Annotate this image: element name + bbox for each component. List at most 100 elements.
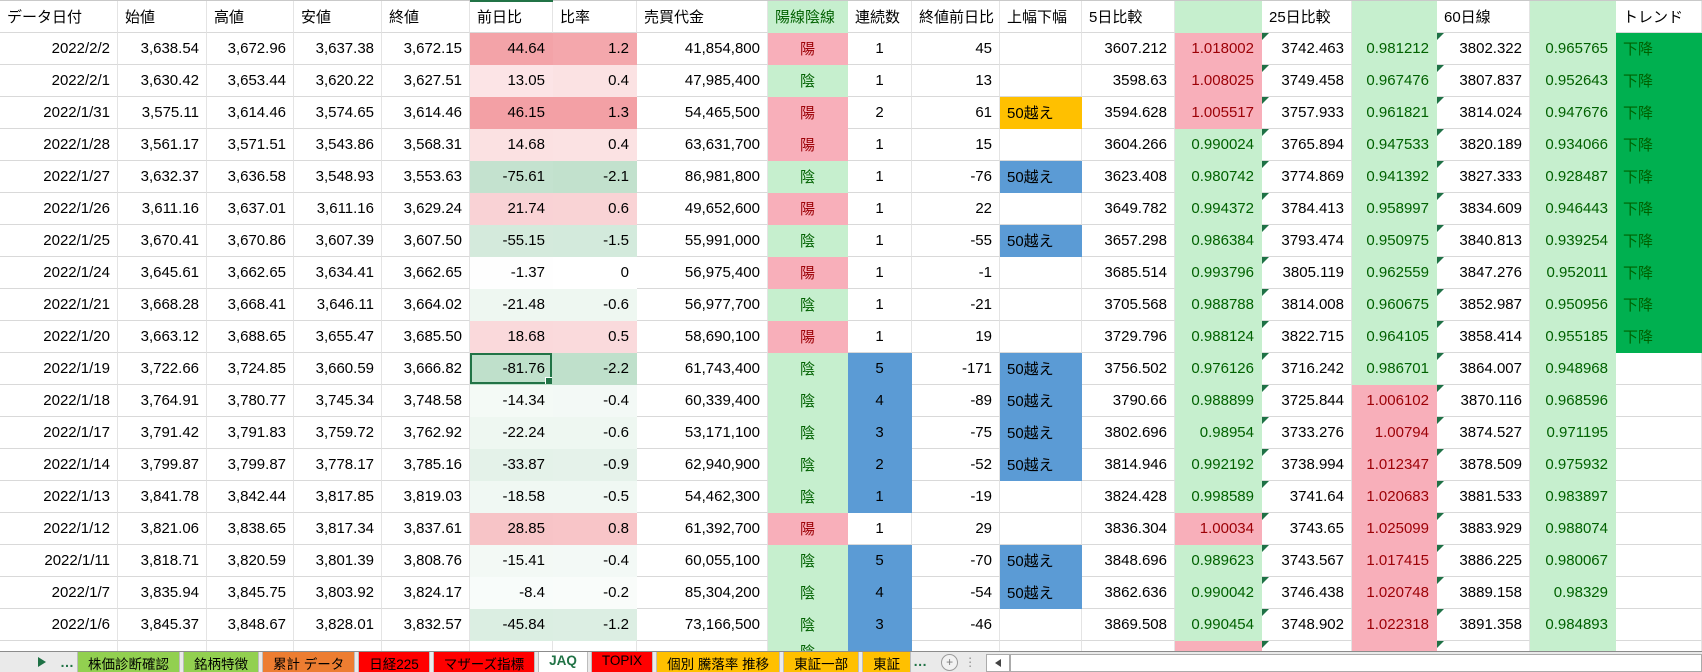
column-header-low[interactable]: 安値	[294, 1, 382, 33]
cell-volume[interactable]: 56,975,400	[637, 257, 768, 289]
cell-close[interactable]: 3,672.15	[382, 33, 470, 65]
sheet-tab-株価診断確認[interactable]: 株価診断確認	[77, 652, 180, 672]
cell-60day-ratio[interactable]: 0.939254	[1530, 225, 1616, 257]
cell-5day-ratio[interactable]: 0.98954	[1175, 417, 1262, 449]
cell-volume[interactable]: 41,854,800	[637, 33, 768, 65]
cell-high[interactable]: 3,668.41	[207, 289, 294, 321]
cell-60day-ratio[interactable]: 0.948968	[1530, 353, 1616, 385]
sheet-tab-銘柄特徴[interactable]: 銘柄特徴	[183, 652, 259, 672]
cell-5day[interactable]: 3790.66	[1082, 385, 1175, 417]
cell-25day-ratio[interactable]: 1.020683	[1352, 481, 1437, 513]
cell-volume[interactable]: 54,462,300	[637, 481, 768, 513]
cell-date[interactable]: 2022/2/2	[0, 33, 118, 65]
cell-high[interactable]: 3,672.96	[207, 33, 294, 65]
cell-60day-ratio[interactable]: 0.975932	[1530, 449, 1616, 481]
cell-high[interactable]: 3,614.46	[207, 97, 294, 129]
cell-trend[interactable]: 下降	[1616, 257, 1702, 289]
cell-60day-ratio[interactable]: 0.952011	[1530, 257, 1616, 289]
cell-high[interactable]: 3,571.51	[207, 129, 294, 161]
cell-volume[interactable]: 61,392,700	[637, 513, 768, 545]
column-header-ratio[interactable]: 比率	[553, 1, 637, 33]
cell-candle[interactable]: 陽	[768, 97, 848, 129]
cell-25day-ratio[interactable]: 1.006102	[1352, 385, 1437, 417]
cell-open[interactable]: 3,841.78	[118, 481, 207, 513]
cell-close[interactable]: 3,819.03	[382, 481, 470, 513]
cell-diff[interactable]: -22.24	[470, 417, 553, 449]
sheet-tab-個別 騰落率 推移[interactable]: 個別 騰落率 推移	[656, 652, 781, 672]
cell-high[interactable]: 3,842.44	[207, 481, 294, 513]
cell-close[interactable]: 3,685.50	[382, 321, 470, 353]
cell-partial[interactable]	[118, 641, 207, 652]
cell-25day-ratio[interactable]: 1.020748	[1352, 577, 1437, 609]
cell-partial[interactable]	[1175, 641, 1262, 652]
add-sheet-icon[interactable]: +	[941, 654, 959, 671]
cell-low[interactable]: 3,574.65	[294, 97, 382, 129]
cell-diff[interactable]: -1.37	[470, 257, 553, 289]
cell-ratio[interactable]: 0.5	[553, 321, 637, 353]
cell-high[interactable]: 3,791.83	[207, 417, 294, 449]
cell-volume[interactable]: 86,981,800	[637, 161, 768, 193]
cell-partial[interactable]	[382, 641, 470, 652]
cell-low[interactable]: 3,745.34	[294, 385, 382, 417]
cell-high[interactable]: 3,724.85	[207, 353, 294, 385]
cell-low[interactable]: 3,611.16	[294, 193, 382, 225]
cell-open[interactable]: 3,764.91	[118, 385, 207, 417]
cell-range[interactable]	[1000, 609, 1082, 641]
cell-5day[interactable]: 3869.508	[1082, 609, 1175, 641]
cell-60day-ratio[interactable]: 0.947676	[1530, 97, 1616, 129]
cell-volume[interactable]: 60,339,400	[637, 385, 768, 417]
cell-5day-ratio[interactable]: 0.989623	[1175, 545, 1262, 577]
cell-partial[interactable]	[1530, 641, 1616, 652]
cell-streak[interactable]: 2	[848, 449, 912, 481]
cell-5day[interactable]: 3729.796	[1082, 321, 1175, 353]
cell-25day[interactable]: 3784.413	[1262, 193, 1352, 225]
cell-close[interactable]: 3,748.58	[382, 385, 470, 417]
cell-5day-ratio[interactable]: 0.992192	[1175, 449, 1262, 481]
cell-range[interactable]: 50越え	[1000, 577, 1082, 609]
cell-close-diff[interactable]: -171	[912, 353, 1000, 385]
cell-60day[interactable]: 3891.358	[1437, 609, 1530, 641]
column-header-d5[interactable]: 5日比較	[1082, 1, 1175, 33]
cell-date[interactable]: 2022/1/27	[0, 161, 118, 193]
cell-25day[interactable]: 3746.438	[1262, 577, 1352, 609]
cell-25day-ratio[interactable]: 0.961821	[1352, 97, 1437, 129]
cell-date[interactable]: 2022/1/28	[0, 129, 118, 161]
cell-60day[interactable]: 3883.929	[1437, 513, 1530, 545]
cell-range[interactable]	[1000, 65, 1082, 97]
cell-5day-ratio[interactable]: 0.988788	[1175, 289, 1262, 321]
cell-low[interactable]: 3,828.01	[294, 609, 382, 641]
cell-streak[interactable]: 1	[848, 161, 912, 193]
cell-25day[interactable]: 3757.933	[1262, 97, 1352, 129]
cell-date[interactable]: 2022/1/13	[0, 481, 118, 513]
cell-5day-ratio[interactable]: 0.976126	[1175, 353, 1262, 385]
cell-close-diff[interactable]: 15	[912, 129, 1000, 161]
hscroll-left-button[interactable]	[986, 654, 1011, 672]
column-header-close_diff[interactable]: 終値前日比	[912, 1, 1000, 33]
cell-5day[interactable]: 3814.946	[1082, 449, 1175, 481]
cell-volume[interactable]: 63,631,700	[637, 129, 768, 161]
cell-diff[interactable]: -18.58	[470, 481, 553, 513]
cell-5day[interactable]: 3848.696	[1082, 545, 1175, 577]
cell-high[interactable]: 3,688.65	[207, 321, 294, 353]
cell-5day-ratio[interactable]: 1.00034	[1175, 513, 1262, 545]
cell-60day[interactable]: 3802.322	[1437, 33, 1530, 65]
cell-5day-ratio[interactable]: 0.990024	[1175, 129, 1262, 161]
cell-open[interactable]: 3,645.61	[118, 257, 207, 289]
cell-low[interactable]: 3,634.41	[294, 257, 382, 289]
cell-5day-ratio[interactable]: 0.993796	[1175, 257, 1262, 289]
cell-open[interactable]: 3,663.12	[118, 321, 207, 353]
cell-close-diff[interactable]: -76	[912, 161, 1000, 193]
cell-60day[interactable]: 3852.987	[1437, 289, 1530, 321]
cell-60day-ratio[interactable]: 0.98329	[1530, 577, 1616, 609]
column-header-candle[interactable]: 陽線陰線	[768, 1, 848, 33]
cell-range[interactable]: 50越え	[1000, 353, 1082, 385]
cell-5day[interactable]: 3685.514	[1082, 257, 1175, 289]
cell-diff[interactable]: -14.34	[470, 385, 553, 417]
cell-close-diff[interactable]: -21	[912, 289, 1000, 321]
cell-5day[interactable]: 3649.782	[1082, 193, 1175, 225]
hidden-tabs-ellipsis[interactable]: …	[60, 654, 74, 670]
cell-5day[interactable]: 3604.266	[1082, 129, 1175, 161]
cell-date[interactable]: 2022/2/1	[0, 65, 118, 97]
cell-60day-ratio[interactable]: 0.952643	[1530, 65, 1616, 97]
cell-partial[interactable]	[1000, 641, 1082, 652]
